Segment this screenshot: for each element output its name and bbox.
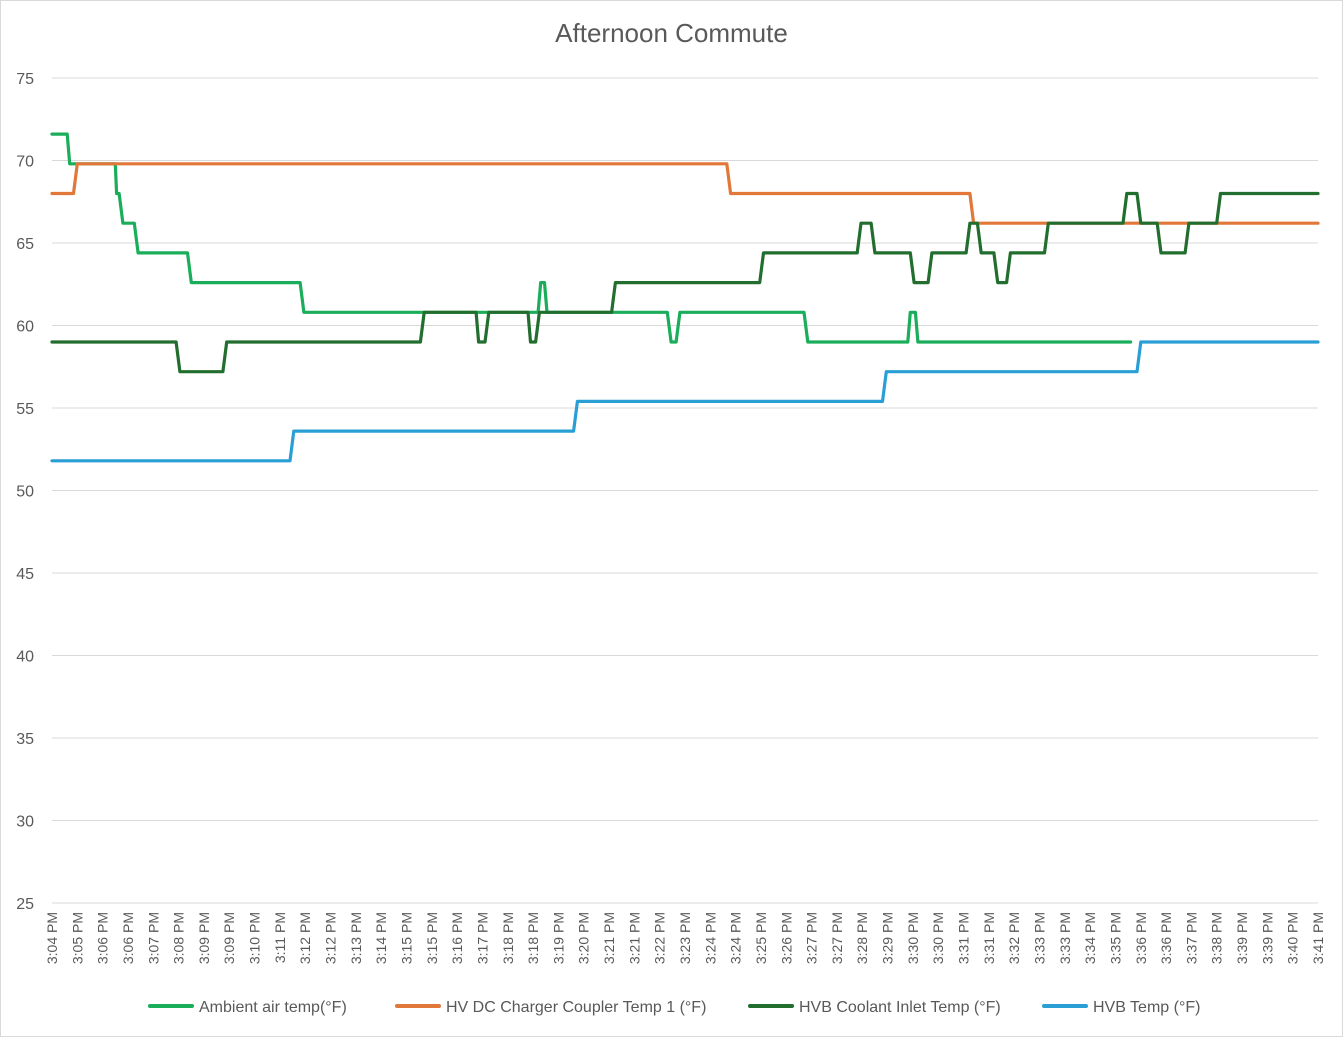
x-tick-label: 3:26 PM [778,912,794,964]
x-tick-label: 3:16 PM [449,912,465,964]
x-tick-label: 3:06 PM [120,912,136,964]
x-tick-label: 3:36 PM [1158,912,1174,964]
series-line-1 [50,132,1133,344]
x-tick-label: 3:28 PM [854,912,870,964]
x-tick-label: 3:24 PM [728,912,744,964]
x-tick-label: 3:08 PM [171,912,187,964]
chart-title: Afternoon Commute [555,18,788,48]
x-tick-label: 3:33 PM [1057,912,1073,964]
legend-label: HVB Coolant Inlet Temp (°F) [799,999,1001,1016]
series-lines [50,132,1320,463]
y-tick-label: 65 [16,236,34,253]
series-line-4 [50,340,1320,463]
y-tick-label: 75 [16,71,34,88]
x-tick-label: 3:10 PM [247,912,263,964]
y-axis-ticks: 25 30 35 40 45 50 55 60 65 70 75 [16,71,34,913]
x-tick-label: 3:15 PM [424,912,440,964]
x-tick-label: 3:11 PM [272,912,288,963]
series-line-2 [50,162,1320,225]
legend-label: HVB Temp (°F) [1093,999,1200,1016]
x-tick-label: 3:19 PM [550,912,566,964]
x-tick-label: 3:31 PM [956,912,972,964]
legend-item: Ambient air temp(°F) [148,999,347,1016]
x-tick-label: 3:21 PM [601,912,617,964]
y-tick-label: 45 [16,566,34,583]
x-tick-label: 3:27 PM [804,912,820,964]
x-tick-label: 3:27 PM [829,912,845,964]
x-tick-label: 3:34 PM [1082,912,1098,964]
x-tick-label: 3:22 PM [652,912,668,964]
y-tick-label: 30 [16,814,34,831]
y-tick-label: 40 [16,649,34,666]
x-tick-label: 3:35 PM [1107,912,1123,964]
x-tick-label: 3:39 PM [1234,912,1250,964]
legend-label: HV DC Charger Coupler Temp 1 (°F) [446,999,706,1016]
y-tick-label: 60 [16,319,34,336]
x-tick-label: 3:18 PM [500,912,516,964]
x-tick-label: 3:31 PM [981,912,997,964]
x-tick-label: 3:18 PM [525,912,541,964]
x-tick-label: 3:25 PM [753,912,769,964]
x-tick-label: 3:29 PM [880,912,896,964]
x-tick-label: 3:30 PM [905,912,921,964]
series-line-3 [50,191,1320,374]
x-tick-label: 3:09 PM [221,912,237,964]
x-axis-ticks: 3:04 PM 3:05 PM 3:06 PM 3:06 PM 3:07 PM 3:08 … [44,912,1326,964]
x-tick-label: 3:09 PM [196,912,212,964]
x-tick-label: 3:12 PM [297,912,313,964]
legend-item: HVB Temp (°F) [1042,999,1200,1016]
gridlines [52,77,1318,904]
x-tick-label: 3:32 PM [1006,912,1022,964]
x-tick-label: 3:14 PM [373,912,389,964]
legend: Ambient air temp(°F) HV DC Charger Couple… [148,999,1200,1016]
x-tick-label: 3:39 PM [1259,912,1275,964]
x-tick-label: 3:04 PM [44,912,60,964]
x-tick-label: 3:05 PM [69,912,85,964]
y-tick-label: 25 [16,896,34,913]
x-tick-label: 3:38 PM [1209,912,1225,964]
x-tick-label: 3:33 PM [1031,912,1047,964]
x-tick-label: 3:21 PM [626,912,642,964]
x-tick-label: 3:24 PM [702,912,718,964]
x-tick-label: 3:07 PM [145,912,161,964]
legend-label: Ambient air temp(°F) [199,999,347,1016]
x-tick-label: 3:36 PM [1133,912,1149,964]
x-tick-label: 3:30 PM [930,912,946,964]
y-tick-label: 55 [16,401,34,418]
y-tick-label: 50 [16,484,34,501]
x-tick-label: 3:20 PM [576,912,592,964]
x-tick-label: 3:13 PM [348,912,364,964]
legend-item: HVB Coolant Inlet Temp (°F) [748,999,1001,1016]
x-tick-label: 3:12 PM [323,912,339,964]
x-tick-label: 3:41 PM [1310,912,1326,964]
x-tick-label: 3:23 PM [677,912,693,964]
x-tick-label: 3:06 PM [95,912,111,964]
x-tick-label: 3:40 PM [1285,912,1301,964]
x-tick-label: 3:15 PM [398,912,414,964]
y-tick-label: 70 [16,154,34,171]
legend-item: HV DC Charger Coupler Temp 1 (°F) [395,999,706,1016]
x-tick-label: 3:37 PM [1183,912,1199,964]
x-tick-label: 3:17 PM [474,912,490,964]
y-tick-label: 35 [16,731,34,748]
